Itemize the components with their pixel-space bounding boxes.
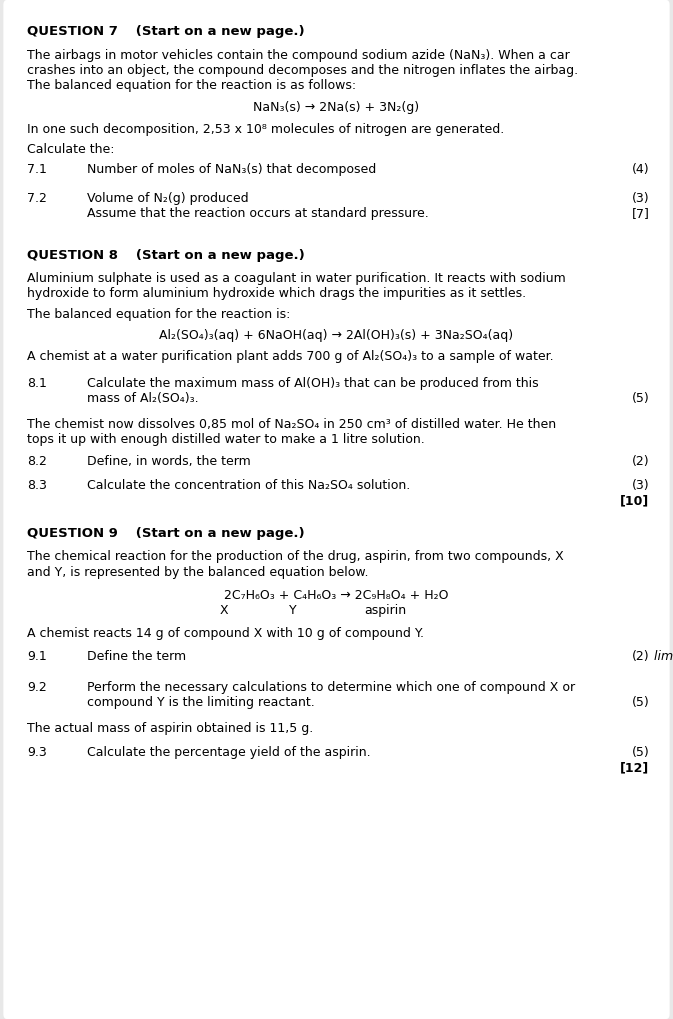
Text: QUESTION 8  (Start on a new page.): QUESTION 8 (Start on a new page.): [27, 249, 305, 262]
Text: 9.3: 9.3: [27, 746, 46, 759]
Text: (4): (4): [632, 163, 649, 176]
Text: (3): (3): [632, 479, 649, 492]
Text: (5): (5): [632, 746, 649, 759]
Text: QUESTION 7  (Start on a new page.): QUESTION 7 (Start on a new page.): [27, 25, 305, 39]
Text: 9.1: 9.1: [27, 650, 46, 663]
Text: (5): (5): [632, 696, 649, 709]
Text: [12]: [12]: [621, 761, 649, 774]
Text: limiting reactant: limiting reactant: [654, 650, 673, 663]
Text: Calculate the concentration of this Na₂SO₄ solution.: Calculate the concentration of this Na₂S…: [87, 479, 411, 492]
Text: 8.3: 8.3: [27, 479, 47, 492]
Text: Al₂(SO₄)₃(aq) + 6NaOH(aq) → 2Al(OH)₃(s) + 3Na₂SO₄(aq): Al₂(SO₄)₃(aq) + 6NaOH(aq) → 2Al(OH)₃(s) …: [160, 329, 513, 342]
Text: and Y, is represented by the balanced equation below.: and Y, is represented by the balanced eq…: [27, 566, 368, 579]
Text: A chemist at a water purification plant adds 700 g of Al₂(SO₄)₃ to a sample of w: A chemist at a water purification plant …: [27, 350, 554, 363]
Text: The airbags in motor vehicles contain the compound sodium azide (NaN₃). When a c: The airbags in motor vehicles contain th…: [27, 49, 569, 62]
Text: In one such decomposition, 2,53 x 10⁸ molecules of nitrogen are generated.: In one such decomposition, 2,53 x 10⁸ mo…: [27, 123, 504, 137]
Text: 8.1: 8.1: [27, 377, 47, 390]
Text: (2): (2): [632, 650, 649, 663]
Text: Aluminium sulphate is used as a coagulant in water purification. It reacts with : Aluminium sulphate is used as a coagulan…: [27, 272, 566, 285]
Text: compound Y is the limiting reactant.: compound Y is the limiting reactant.: [87, 696, 315, 709]
Text: The balanced equation for the reaction is as follows:: The balanced equation for the reaction i…: [27, 79, 356, 93]
Text: Define the term: Define the term: [87, 650, 190, 663]
Text: Number of moles of NaN₃(s) that decomposed: Number of moles of NaN₃(s) that decompos…: [87, 163, 377, 176]
Text: 8.2: 8.2: [27, 455, 47, 469]
Text: aspirin: aspirin: [365, 604, 406, 618]
Text: Assume that the reaction occurs at standard pressure.: Assume that the reaction occurs at stand…: [87, 207, 429, 220]
Text: 7.1: 7.1: [27, 163, 47, 176]
Text: 2C₇H₆O₃ + C₄H₆O₃ → 2C₉H₈O₄ + H₂O: 2C₇H₆O₃ + C₄H₆O₃ → 2C₉H₈O₄ + H₂O: [224, 589, 449, 602]
Text: [10]: [10]: [621, 494, 649, 507]
Text: A chemist reacts 14 g of compound X with 10 g of compound Y.: A chemist reacts 14 g of compound X with…: [27, 627, 424, 640]
Text: X: X: [220, 604, 228, 618]
Text: hydroxide to form aluminium hydroxide which drags the impurities as it settles.: hydroxide to form aluminium hydroxide wh…: [27, 287, 526, 301]
Text: The balanced equation for the reaction is:: The balanced equation for the reaction i…: [27, 308, 290, 321]
Text: crashes into an object, the compound decomposes and the nitrogen inflates the ai: crashes into an object, the compound dec…: [27, 64, 578, 77]
Text: The actual mass of aspirin obtained is 11,5 g.: The actual mass of aspirin obtained is 1…: [27, 722, 313, 736]
Text: The chemical reaction for the production of the drug, aspirin, from two compound: The chemical reaction for the production…: [27, 550, 564, 564]
Text: 9.2: 9.2: [27, 681, 46, 694]
Text: Calculate the maximum mass of Al(OH)₃ that can be produced from this: Calculate the maximum mass of Al(OH)₃ th…: [87, 377, 539, 390]
Text: [7]: [7]: [631, 207, 649, 220]
Text: Volume of N₂(g) produced: Volume of N₂(g) produced: [87, 192, 249, 205]
Text: 7.2: 7.2: [27, 192, 47, 205]
Text: QUESTION 9  (Start on a new page.): QUESTION 9 (Start on a new page.): [27, 527, 305, 540]
Text: Define, in words, the term: Define, in words, the term: [87, 455, 255, 469]
Text: (5): (5): [632, 392, 649, 406]
Text: mass of Al₂(SO₄)₃.: mass of Al₂(SO₄)₃.: [87, 392, 199, 406]
Text: The chemist now dissolves 0,85 mol of Na₂SO₄ in 250 cm³ of distilled water. He t: The chemist now dissolves 0,85 mol of Na…: [27, 418, 556, 431]
Text: Y: Y: [289, 604, 297, 618]
Text: (2): (2): [632, 455, 649, 469]
Text: Perform the necessary calculations to determine which one of compound X or: Perform the necessary calculations to de…: [87, 681, 575, 694]
Text: (3): (3): [632, 192, 649, 205]
Text: Calculate the:: Calculate the:: [27, 143, 114, 156]
Text: tops it up with enough distilled water to make a 1 litre solution.: tops it up with enough distilled water t…: [27, 433, 425, 446]
Text: NaN₃(s) → 2Na(s) + 3N₂(g): NaN₃(s) → 2Na(s) + 3N₂(g): [254, 101, 419, 114]
Text: Calculate the percentage yield of the aspirin.: Calculate the percentage yield of the as…: [87, 746, 371, 759]
FancyBboxPatch shape: [3, 0, 670, 1019]
